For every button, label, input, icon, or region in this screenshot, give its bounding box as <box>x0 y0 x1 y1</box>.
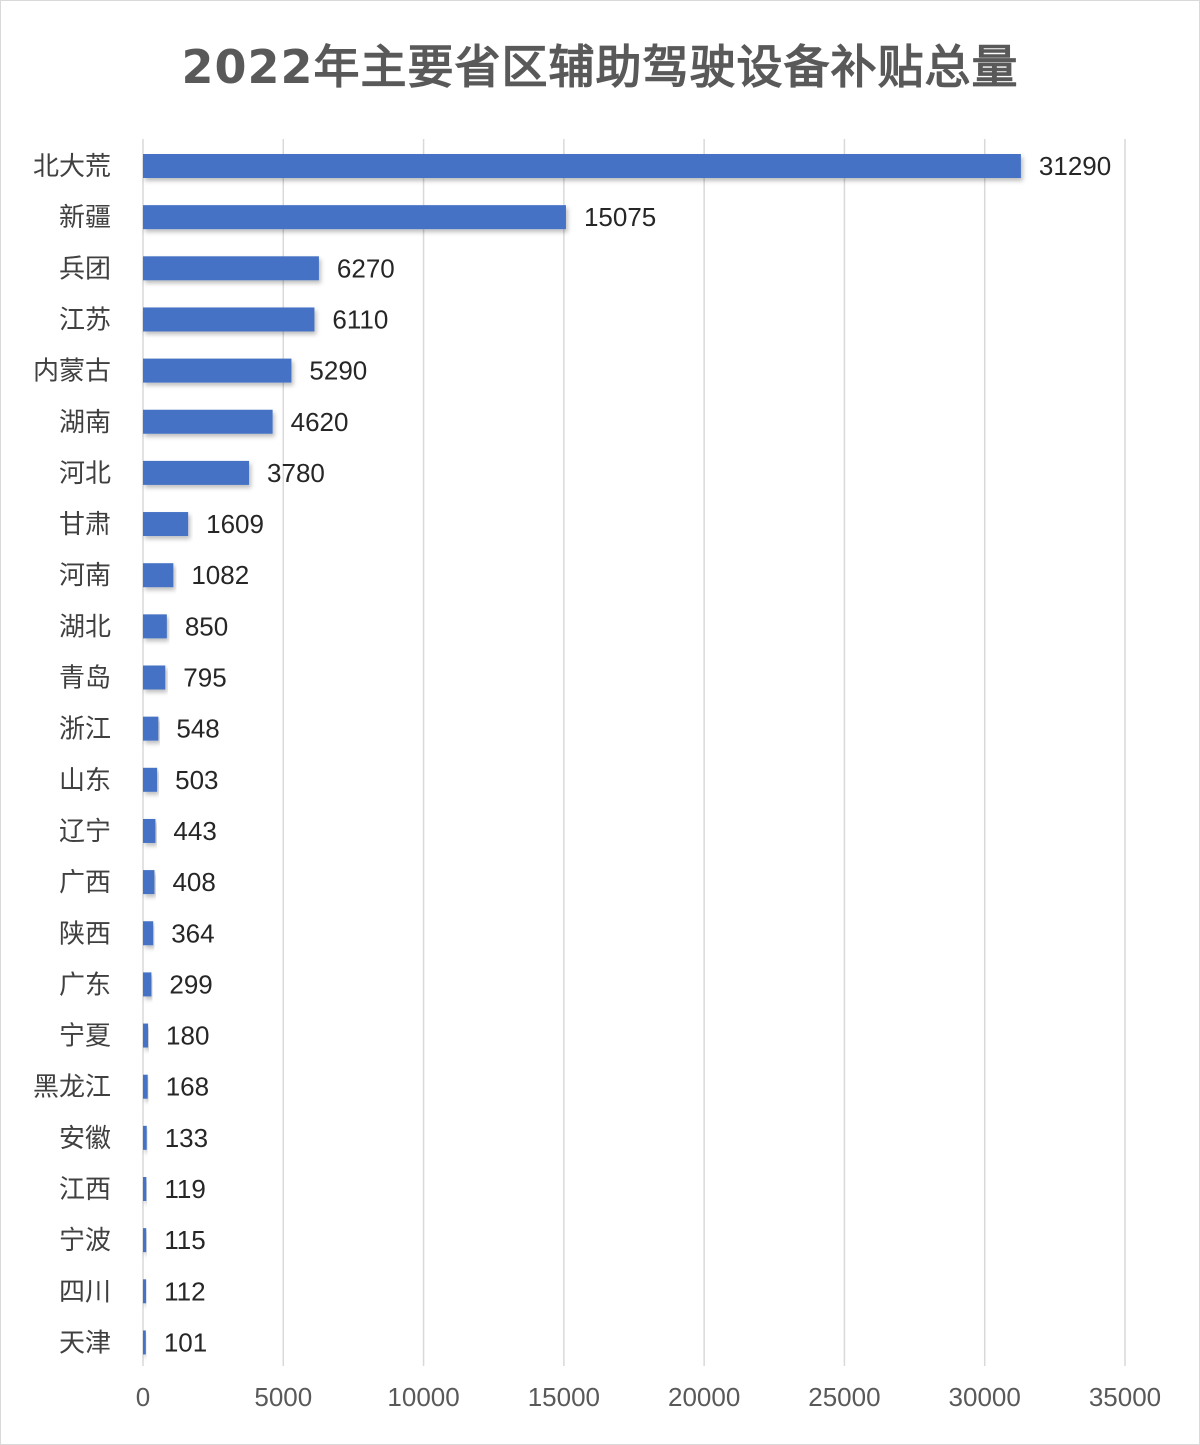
x-tick-label: 20000 <box>668 1382 740 1412</box>
category-label: 湖北 <box>59 612 111 642</box>
value-label: 133 <box>165 1123 208 1153</box>
bar <box>143 1125 147 1150</box>
value-label: 115 <box>164 1225 205 1255</box>
x-tick-label: 15000 <box>528 1382 600 1412</box>
bar <box>143 972 152 997</box>
bar <box>143 614 167 639</box>
bar <box>143 1279 147 1304</box>
category-label: 河北 <box>59 459 111 489</box>
value-label: 1609 <box>206 509 264 539</box>
bar <box>143 870 155 895</box>
bar <box>143 1330 146 1355</box>
value-label: 364 <box>171 918 214 948</box>
category-label: 四川 <box>59 1277 111 1307</box>
value-label: 1082 <box>191 560 249 590</box>
chart-title: 2022年主要省区辅助驾驶设备补贴总量 <box>181 40 1019 94</box>
x-tick-label: 35000 <box>1089 1382 1161 1412</box>
category-label: 山东 <box>59 766 111 796</box>
value-label: 15075 <box>584 202 656 232</box>
bar <box>143 767 158 792</box>
category-label: 江苏 <box>59 305 111 335</box>
category-label: 浙江 <box>59 715 111 745</box>
category-label: 湖南 <box>59 408 111 438</box>
bar <box>143 154 1021 178</box>
bar <box>143 665 166 690</box>
category-label: 兵团 <box>59 254 111 284</box>
labels: 0 5000 10000 15000 20000 25000 30000 35000 北大荒 31… <box>33 151 1161 1412</box>
category-label: 宁夏 <box>59 1022 111 1052</box>
bar <box>143 460 250 485</box>
value-label: 6110 <box>332 304 388 334</box>
value-label: 119 <box>164 1174 205 1204</box>
bar <box>143 256 319 281</box>
category-label: 宁波 <box>59 1226 111 1256</box>
bar <box>143 307 315 332</box>
category-label: 陕西 <box>59 919 111 949</box>
category-label: 内蒙古 <box>33 357 111 387</box>
value-label: 112 <box>164 1276 205 1306</box>
value-label: 31290 <box>1039 151 1111 181</box>
x-tick-label: 30000 <box>949 1382 1021 1412</box>
bar <box>143 512 189 537</box>
category-label: 广西 <box>59 868 111 898</box>
bar <box>143 1023 149 1048</box>
bar <box>143 409 273 434</box>
bar <box>143 205 566 230</box>
value-label: 795 <box>183 663 226 693</box>
value-label: 168 <box>166 1072 209 1102</box>
bar <box>143 1228 147 1253</box>
category-label: 天津 <box>59 1328 111 1358</box>
value-label: 443 <box>173 816 216 846</box>
value-label: 4620 <box>291 407 349 437</box>
value-label: 408 <box>172 867 215 897</box>
x-tick-label: 0 <box>136 1382 150 1412</box>
bar <box>143 563 174 588</box>
value-label: 180 <box>166 1021 209 1051</box>
category-label: 黑龙江 <box>33 1073 111 1103</box>
x-tick-label: 10000 <box>387 1382 459 1412</box>
bar <box>143 358 292 383</box>
bar <box>143 818 156 843</box>
x-tick-label: 5000 <box>254 1382 312 1412</box>
value-label: 3780 <box>267 458 325 488</box>
bar <box>143 716 159 741</box>
category-label: 甘肃 <box>59 510 111 540</box>
category-label: 青岛 <box>59 664 111 694</box>
value-label: 5290 <box>309 356 367 386</box>
bar <box>143 921 154 946</box>
bars <box>143 154 1021 1355</box>
value-label: 548 <box>176 714 219 744</box>
value-label: 850 <box>185 611 228 641</box>
category-label: 安徽 <box>59 1124 111 1154</box>
value-label: 503 <box>175 765 218 795</box>
grid-lines <box>142 139 1126 1366</box>
x-tick-label: 25000 <box>808 1382 880 1412</box>
category-label: 北大荒 <box>33 152 111 182</box>
category-label: 新疆 <box>59 203 111 233</box>
value-label: 101 <box>164 1327 207 1357</box>
category-label: 河南 <box>59 561 111 591</box>
category-label: 江西 <box>59 1175 111 1205</box>
value-label: 299 <box>169 969 212 999</box>
bar <box>143 1074 148 1099</box>
bar <box>143 1177 147 1201</box>
category-label: 辽宁 <box>59 817 111 847</box>
category-label: 广东 <box>59 970 111 1000</box>
value-label: 6270 <box>337 253 395 283</box>
